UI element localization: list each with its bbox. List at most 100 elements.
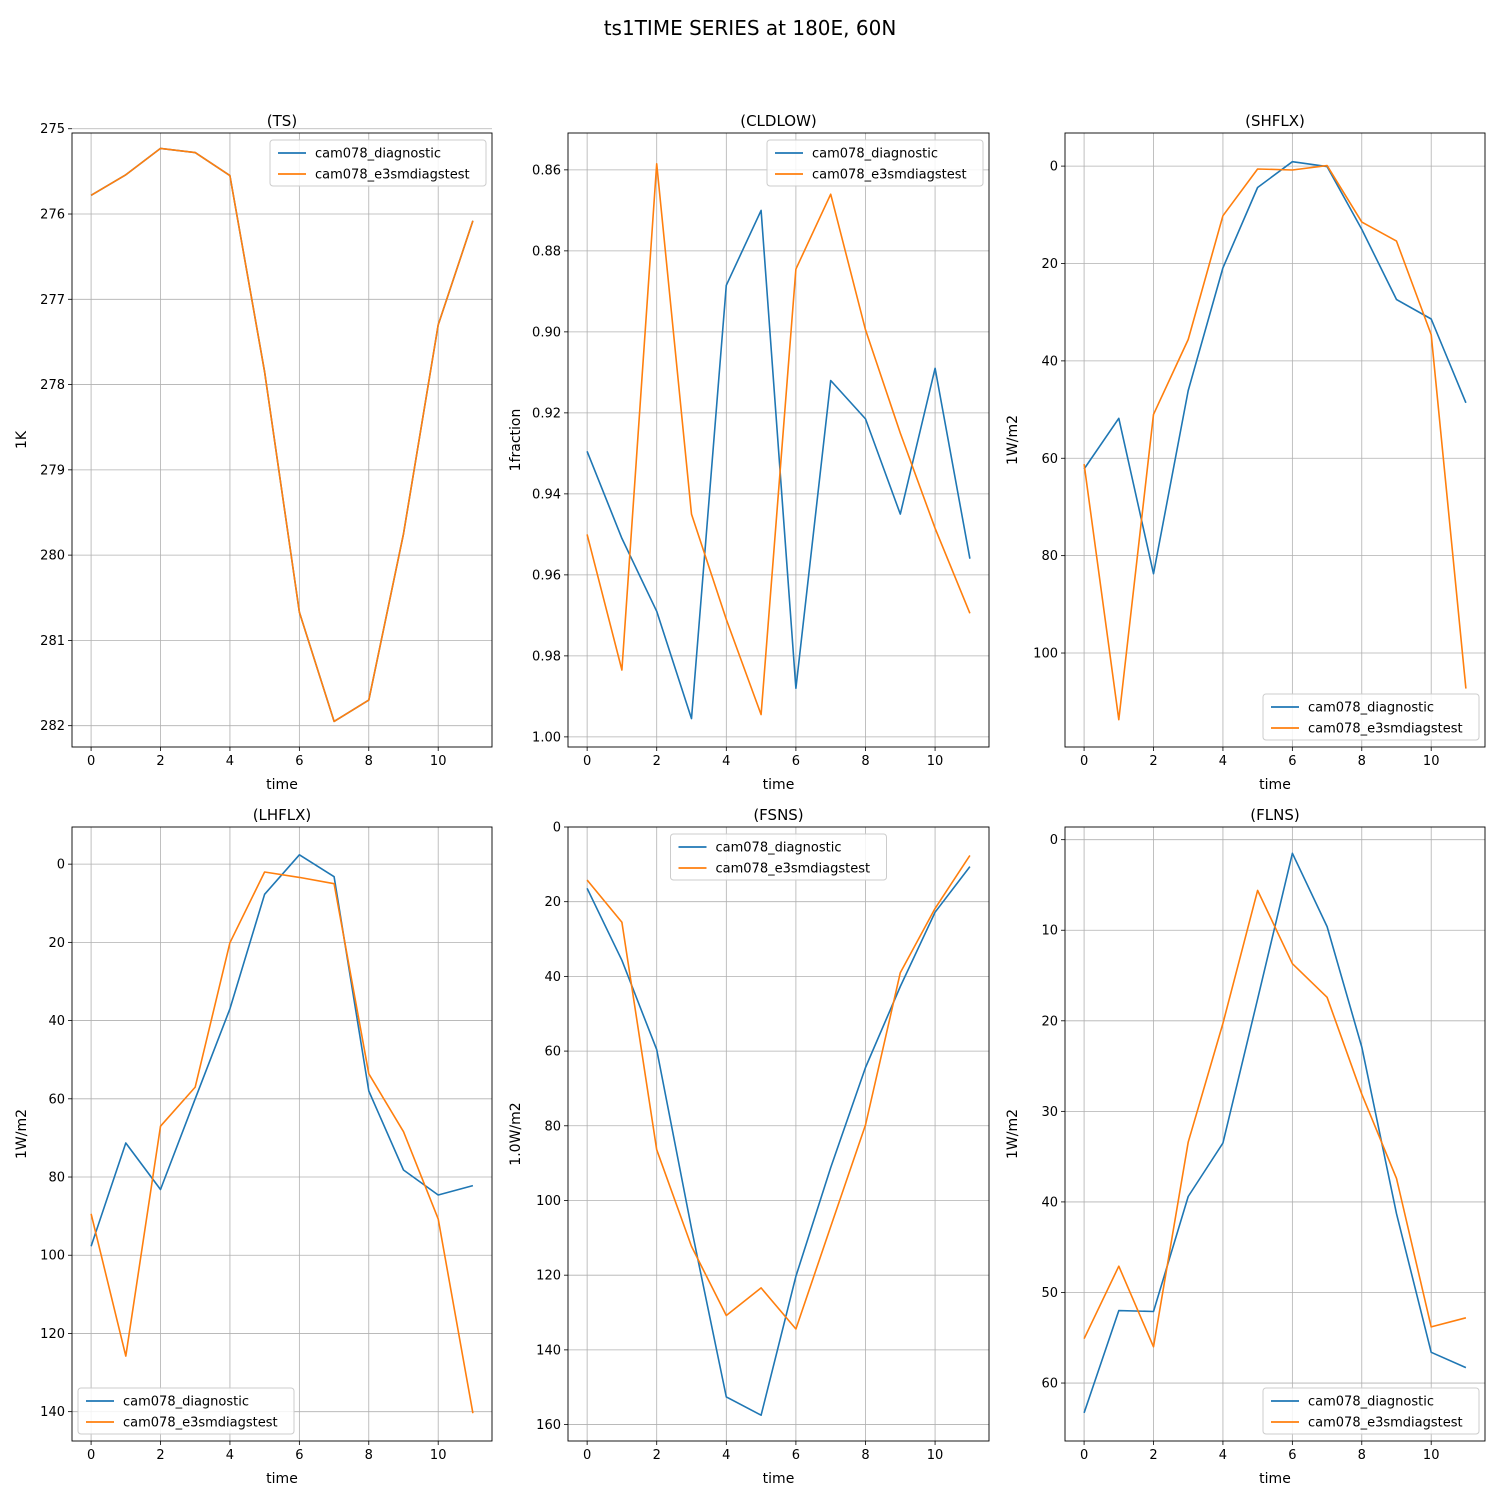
y-tick-label: 0 [57, 858, 65, 873]
legend-label-1: cam078_diagnostic [716, 841, 842, 856]
subplot-3: 0 2 4 6 8 10020406080100(SHFLX)time1W/m2cam07… [1005, 112, 1486, 793]
subplot-4: 0 2 4 6 8 10020406080100120140(LHFLX)time1W/m… [14, 806, 493, 1487]
y-tick-label: 100 [1033, 647, 1058, 662]
y-tick-label: 282 [40, 719, 65, 734]
legend: cam078_diagnostic cam078_e3smdiagstest [77, 1387, 295, 1435]
y-tick-label: 60 [1041, 1377, 1058, 1392]
x-axis-label: time [763, 1471, 795, 1487]
subplot-5: 0 2 4 6 8 10020406080100120140160(FSNS)time1.… [508, 806, 990, 1487]
series-line-2 [1083, 164, 1467, 721]
subplot-2: 0 2 4 6 8 10 0.86 0.88 0.90 0.92 0.94 0.96 0.98 1.00 (… [508, 112, 990, 793]
y-tick-label: 0 [553, 821, 561, 836]
y-tick-label: 120 [40, 1327, 65, 1342]
y-tick-label: 275 [40, 122, 65, 137]
y-tick-label: 80 [1041, 549, 1058, 564]
subplot-1: 0 2 4 6 8 10 275 276 277 278 279 280 281 282 (TS) time 1… [14, 112, 493, 793]
y-tick-label: 100 [40, 1249, 65, 1264]
x-tick-label: 8 [365, 1448, 373, 1463]
x-tick-label: 0 [1080, 754, 1088, 769]
figure-title: ts1TIME SERIES at 180E, 60N [603, 16, 897, 40]
y-axis-label: 1fraction [508, 409, 524, 472]
legend-label-1: cam078_diagnostic [123, 1395, 249, 1410]
y-tick-label: 0.98 [532, 649, 561, 664]
y-tick-label: 0.92 [532, 406, 561, 421]
legend-label-1: cam078_diagnostic [1308, 1395, 1434, 1410]
y-tick-label: 40 [1041, 354, 1058, 369]
axes-frame [1064, 132, 1486, 748]
x-tick-label: 8 [861, 754, 869, 769]
x-tick-label: 2 [653, 754, 661, 769]
legend: cam078_diagnostic cam078_e3smdiagstest [269, 139, 487, 187]
subplot-title: (LHFLX) [253, 806, 312, 824]
y-axis-label: 1.0W/m2 [508, 1102, 524, 1165]
y-tick-label: 40 [1041, 1195, 1058, 1210]
x-axis-label: time [266, 777, 298, 793]
x-tick-label: 6 [792, 1448, 800, 1463]
legend: cam078_diagnostic cam078_e3smdiagstest [670, 833, 887, 881]
legend-box [670, 833, 887, 881]
y-tick-label: 20 [544, 895, 561, 910]
x-tick-label: 0 [1080, 1448, 1088, 1463]
subplot-title: (SHFLX) [1245, 112, 1305, 130]
legend-label-1: cam078_diagnostic [812, 147, 938, 162]
legend: cam078_diagnostic cam078_e3smdiagstest [1262, 693, 1480, 741]
y-tick-label: 1.00 [532, 730, 561, 745]
y-axis-label: 1W/m2 [1005, 1109, 1021, 1159]
y-tick-label: 280 [40, 549, 65, 564]
y-tick-label: 80 [48, 1171, 65, 1186]
x-tick-label: 4 [226, 754, 234, 769]
legend-label-1: cam078_diagnostic [315, 147, 441, 162]
series-line-1 [586, 866, 971, 1416]
y-tick-label: 160 [536, 1418, 561, 1433]
x-tick-label: 10 [430, 1448, 447, 1463]
y-tick-label: 140 [536, 1343, 561, 1358]
y-tick-label: 277 [40, 293, 65, 308]
legend-label-2: cam078_e3smdiagstest [1308, 1416, 1463, 1431]
x-axis-label: time [1259, 777, 1291, 793]
y-tick-label: 278 [40, 378, 65, 393]
y-tick-label: 120 [536, 1269, 561, 1284]
x-axis-label: time [763, 777, 795, 793]
y-tick-label: 20 [1041, 257, 1058, 272]
y-tick-label: 100 [536, 1194, 561, 1209]
x-tick-label: 4 [722, 754, 730, 769]
y-tick-label: 10 [1041, 924, 1058, 939]
x-tick-label: 0 [87, 754, 95, 769]
series-line-2 [586, 854, 971, 1330]
x-tick-label: 10 [927, 754, 944, 769]
x-tick-label: 2 [1149, 754, 1157, 769]
x-tick-label: 6 [295, 754, 303, 769]
series-line-2 [90, 147, 474, 723]
axes-frame [567, 132, 990, 748]
y-tick-label: 0.96 [532, 568, 561, 583]
subplot-title: (FSNS) [753, 806, 803, 824]
y-tick-label: 60 [1041, 452, 1058, 467]
legend-label-2: cam078_e3smdiagstest [1308, 722, 1463, 737]
legend-label-2: cam078_e3smdiagstest [812, 168, 967, 183]
legend-box [1262, 693, 1480, 741]
y-tick-label: 0 [1050, 160, 1058, 175]
x-tick-label: 2 [653, 1448, 661, 1463]
y-tick-label: 20 [1041, 1014, 1058, 1029]
x-tick-label: 8 [365, 754, 373, 769]
y-axis-label: 1K [14, 430, 30, 449]
x-tick-label: 2 [156, 1448, 164, 1463]
y-tick-label: 50 [1041, 1286, 1058, 1301]
x-axis-label: time [266, 1471, 298, 1487]
y-tick-label: 0 [1050, 833, 1058, 848]
x-tick-label: 4 [722, 1448, 730, 1463]
series-line-1 [1083, 160, 1467, 575]
subplot-title: (TS) [267, 112, 297, 130]
series-line-2 [586, 163, 971, 716]
series-line-1 [1083, 852, 1467, 1414]
y-tick-label: 0.88 [532, 244, 561, 259]
y-tick-label: 140 [40, 1405, 65, 1420]
x-tick-label: 6 [1288, 1448, 1296, 1463]
series-line-1 [90, 853, 474, 1247]
y-tick-label: 0.94 [532, 487, 561, 502]
x-tick-label: 6 [1288, 754, 1296, 769]
legend-label-2: cam078_e3smdiagstest [716, 862, 871, 877]
y-tick-label: 80 [544, 1119, 561, 1134]
x-tick-label: 10 [1423, 754, 1440, 769]
